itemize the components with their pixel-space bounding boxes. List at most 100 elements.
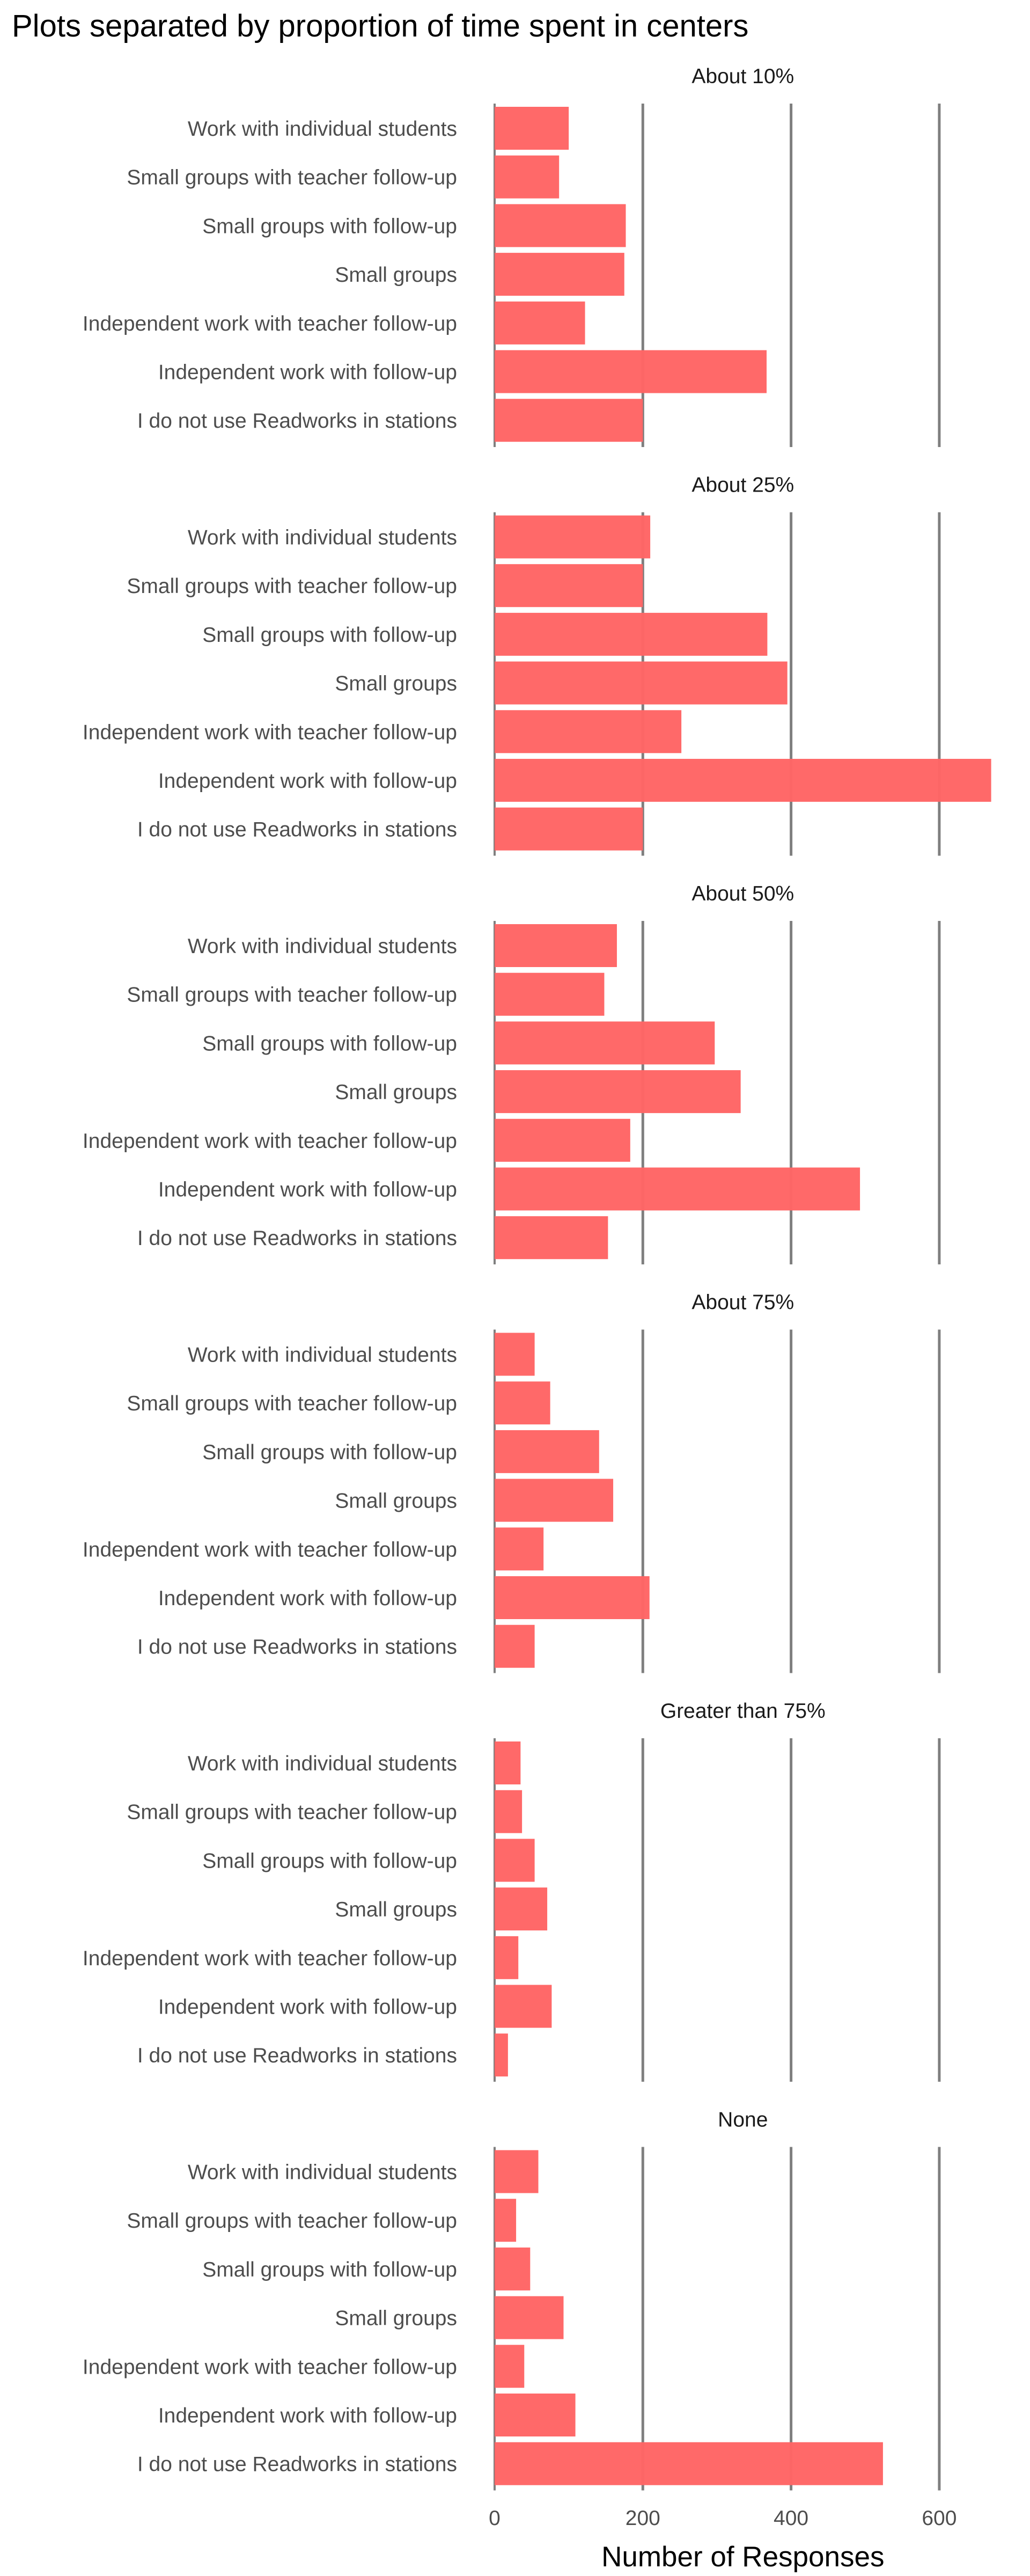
- category-label: Small groups with teacher follow-up: [127, 575, 457, 598]
- facet-panel: None Work with individual students Small g…: [83, 2109, 941, 2491]
- category-label: Small groups with follow-up: [202, 1441, 457, 1464]
- bar: [495, 710, 682, 753]
- bar: [495, 2296, 564, 2339]
- bar: [495, 1333, 535, 1376]
- category-label: Small groups: [335, 1490, 457, 1513]
- bar: [495, 399, 643, 442]
- category-label: I do not use Readworks in stations: [137, 818, 457, 841]
- category-label: Independent work with teacher follow-up: [83, 1947, 457, 1970]
- category-label: Small groups with teacher follow-up: [127, 1392, 457, 1415]
- category-label: Small groups: [335, 1898, 457, 1921]
- category-label: Independent work with teacher follow-up: [83, 1538, 457, 1561]
- bar: [495, 1070, 741, 1114]
- category-label: Small groups with teacher follow-up: [127, 984, 457, 1007]
- bar: [495, 564, 643, 608]
- facet-panel: About 50% Work with individual students Sm…: [83, 882, 941, 1264]
- bar: [495, 1381, 550, 1425]
- category-label: Independent work with teacher follow-up: [83, 2355, 457, 2379]
- bar: [495, 301, 585, 345]
- bar: [495, 2033, 508, 2077]
- x-tick-label: 600: [922, 2507, 957, 2530]
- category-label: I do not use Readworks in stations: [137, 2453, 457, 2476]
- bar: [495, 1167, 860, 1211]
- bar: [495, 924, 617, 967]
- bar: [495, 155, 560, 199]
- bar: [495, 1576, 650, 1619]
- category-label: Small groups with teacher follow-up: [127, 166, 457, 189]
- x-tick-label: 400: [774, 2507, 808, 2530]
- bar: [495, 2345, 525, 2388]
- category-label: Independent work with follow-up: [158, 770, 457, 793]
- category-label: Small groups with follow-up: [202, 624, 457, 647]
- category-label: Independent work with teacher follow-up: [83, 1130, 457, 1153]
- category-label: Independent work with teacher follow-up: [83, 721, 457, 744]
- bar: [495, 1624, 535, 1668]
- bar: [495, 1527, 544, 1571]
- category-label: Independent work with follow-up: [158, 2404, 457, 2427]
- category-label: Work with individual students: [188, 526, 457, 550]
- bar: [495, 107, 569, 150]
- facet-title: About 75%: [691, 1291, 794, 1314]
- bar: [495, 759, 991, 802]
- category-label: Small groups with teacher follow-up: [127, 2209, 457, 2233]
- category-label: Work with individual students: [188, 935, 457, 958]
- facet-title: About 10%: [691, 65, 794, 88]
- chart-title: Plots separated by proportion of time sp…: [12, 9, 748, 43]
- bar: [495, 2442, 883, 2485]
- category-label: Independent work with follow-up: [158, 1179, 457, 1202]
- facet-panel: About 75% Work with individual students Sm…: [83, 1291, 941, 1673]
- bar: [495, 1839, 535, 1882]
- category-label: I do not use Readworks in stations: [137, 2044, 457, 2067]
- category-label: Independent work with teacher follow-up: [83, 312, 457, 335]
- bar: [495, 661, 788, 705]
- x-axis-title: Number of Responses: [601, 2541, 884, 2573]
- bar: [495, 2150, 539, 2193]
- bar: [495, 204, 626, 247]
- bar: [495, 1936, 519, 1979]
- category-label: Small groups with follow-up: [202, 1032, 457, 1055]
- facets-group: About 10% Work with individual students Sm…: [83, 65, 991, 2491]
- bar: [495, 350, 767, 393]
- bar: [495, 1430, 599, 1473]
- bar: [495, 1985, 552, 2028]
- facet-title: Greater than 75%: [660, 1700, 826, 1723]
- category-label: I do not use Readworks in stations: [137, 1227, 457, 1250]
- category-label: Independent work with follow-up: [158, 1996, 457, 2019]
- facet-panel: Greater than 75% Work with individual stu…: [83, 1700, 941, 2082]
- category-label: Small groups with follow-up: [202, 2258, 457, 2281]
- category-label: Small groups: [335, 1081, 457, 1104]
- facet-panel: About 25% Work with individual students Sm…: [83, 474, 991, 856]
- category-label: Small groups: [335, 672, 457, 696]
- category-label: I do not use Readworks in stations: [137, 1636, 457, 1659]
- bar: [495, 1118, 630, 1162]
- bar: [495, 612, 768, 656]
- facet-panel: About 10% Work with individual students Sm…: [83, 65, 941, 447]
- category-label: Work with individual students: [188, 1344, 457, 1367]
- x-axis: 0 200 400 600: [489, 2507, 957, 2530]
- facet-title: About 50%: [691, 882, 794, 905]
- bar: [495, 807, 643, 851]
- bar: [495, 1887, 548, 1931]
- category-label: Small groups: [335, 2307, 457, 2330]
- bar: [495, 1479, 614, 1522]
- bar: [495, 253, 624, 296]
- bar: [495, 1790, 523, 1833]
- bar: [495, 2247, 531, 2290]
- category-label: Small groups with follow-up: [202, 215, 457, 238]
- category-label: I do not use Readworks in stations: [137, 409, 457, 433]
- bar: [495, 515, 651, 559]
- x-tick-label: 0: [489, 2507, 501, 2530]
- bar: [495, 1216, 608, 1260]
- category-label: Small groups with teacher follow-up: [127, 1801, 457, 1824]
- bar: [495, 972, 605, 1016]
- category-label: Work with individual students: [188, 2161, 457, 2184]
- category-label: Independent work with follow-up: [158, 1587, 457, 1610]
- category-label: Small groups with follow-up: [202, 1849, 457, 1872]
- category-label: Small groups: [335, 264, 457, 287]
- bar: [495, 1021, 715, 1065]
- bar: [495, 1741, 521, 1784]
- bar: [495, 2199, 517, 2242]
- bar: [495, 2394, 576, 2436]
- category-label: Independent work with follow-up: [158, 361, 457, 384]
